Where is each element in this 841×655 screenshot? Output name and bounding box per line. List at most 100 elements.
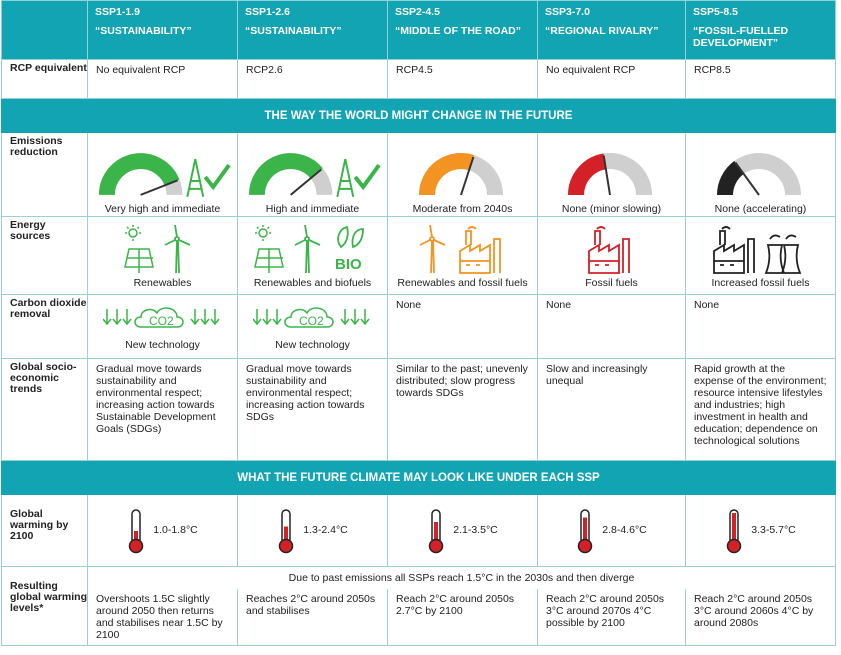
trends-row: Global socio-economic trends Gradual mov… (1, 358, 836, 461)
ssp-code: SSP5-8.5 (693, 6, 738, 18)
emissions-caption: None (accelerating) (714, 203, 807, 215)
energy-icons: BIO (238, 217, 387, 277)
ssp-code: SSP1-2.6 (245, 6, 290, 18)
ssp-name: “SUSTAINABILITY” (245, 25, 342, 37)
gauge-icon (88, 133, 237, 203)
energy-cell: Fossil fuels (537, 216, 686, 295)
thermometer-icon (427, 506, 445, 554)
emissions-cell: Very high and immediate (87, 132, 238, 217)
section-heading: WHAT THE FUTURE CLIMATE MAY LOOK LIKE UN… (1, 460, 836, 495)
cdr-cell: None (387, 294, 538, 359)
factory-icon (712, 226, 755, 274)
band-row-1: THE WAY THE WORLD MIGHT CHANGE IN THE FU… (1, 98, 836, 133)
resulting-row: Overshoots 1.5C slightly around 2050 the… (2, 588, 836, 646)
cdr-cell: CO2 New technology (87, 294, 238, 359)
col-header-0: SSP1-1.9 “SUSTAINABILITY” (87, 0, 238, 60)
cdr-caption: New technology (275, 339, 350, 351)
energy-cell: Increased fossil fuels (685, 216, 836, 295)
energy-caption: Renewables and biofuels (253, 277, 372, 289)
cdr-cell: None (685, 294, 836, 359)
trends-cell: Slow and increasingly unequal (537, 358, 686, 461)
row-label-rcp: RCP equivalent (1, 59, 88, 99)
gauge-icon (538, 133, 685, 203)
warming-cell: 2.1-3.5°C (387, 494, 538, 567)
emissions-caption: Moderate from 2040s (412, 203, 513, 215)
warming-cell: 2.8-4.6°C (537, 494, 686, 567)
trends-cell: Similar to the past; unevenly distribute… (387, 358, 538, 461)
energy-cell: BIO Renewables and biofuels (237, 216, 388, 295)
rcp-row: RCP equivalent No equivalent RCP RCP2.6 … (1, 59, 836, 99)
cdr-cell: None (537, 294, 686, 359)
warming-cell: 1.3-2.4°C (237, 494, 388, 567)
cdr-row: Carbon dioxide removal CO2 New technology… (1, 294, 836, 359)
ssp-code: SSP3-7.0 (545, 6, 590, 18)
gauge-icon (686, 133, 835, 203)
cdr-caption: New technology (125, 339, 200, 351)
rcp-cell: No equivalent RCP (537, 59, 686, 99)
sun-panel-icon (253, 225, 284, 273)
col-header-2: SSP2-4.5 “MIDDLE OF THE ROAD” (387, 0, 538, 60)
emissions-cell: High and immediate (237, 132, 388, 217)
warming-range: 1.3-2.4°C (303, 524, 348, 536)
warming-range: 2.8-4.6°C (602, 524, 647, 536)
resulting-cell: Reach 2°C around 2050s 3°C around 2070s … (537, 588, 686, 646)
resulting-cell: Reaches 2°C around 2050s and stabilises (237, 588, 388, 646)
cdr-cell: CO2 New technology (237, 294, 388, 359)
rcp-cell: RCP4.5 (387, 59, 538, 99)
col-header-3: SSP3-7.0 “REGIONAL RIVALRY” (537, 0, 686, 60)
row-label-emissions: Emissions reduction (1, 132, 88, 217)
row-label-cdr: Carbon dioxide removal (1, 294, 88, 359)
factory-icon (587, 226, 630, 274)
rcp-cell: No equivalent RCP (87, 59, 238, 99)
rcp-cell: RCP2.6 (237, 59, 388, 99)
resulting-note: Due to past emissions all SSPs reach 1.5… (87, 566, 836, 589)
energy-row: Energy sources Renewables BIO Renewables … (1, 216, 836, 295)
co2-capture-icon: CO2 (238, 295, 387, 339)
resulting-note-row: Resulting global warming levels* Due to … (1, 566, 836, 646)
ssp-table: SSP1-1.9 “SUSTAINABILITY” SSP1-2.6 “SUSTAI… (1, 0, 836, 646)
power-plant-icon (764, 234, 801, 274)
row-label-trends: Global socio-economic trends (1, 358, 88, 461)
resulting-cell: Reach 2°C around 2050s 2.7°C by 2100 (387, 588, 538, 646)
emissions-cell: Moderate from 2040s (387, 132, 538, 217)
emissions-cell: None (accelerating) (685, 132, 836, 217)
ssp-name: “MIDDLE OF THE ROAD” (395, 25, 521, 37)
warming-range: 3.3-5.7°C (751, 524, 796, 536)
ssp-name: “FOSSIL-FUELLED DEVELOPMENT” (693, 25, 789, 49)
energy-cell: Renewables and fossil fuels (387, 216, 538, 295)
ssp-code: SSP2-4.5 (395, 6, 440, 18)
warming-cell: 1.0-1.8°C (87, 494, 238, 567)
rcp-cell: RCP8.5 (685, 59, 836, 99)
warming-range: 2.1-3.5°C (453, 524, 498, 536)
emissions-caption: Very high and immediate (104, 203, 221, 215)
resulting-cell: Overshoots 1.5C slightly around 2050 the… (87, 588, 238, 646)
thermometer-icon (127, 506, 145, 554)
header-corner (1, 0, 88, 60)
co2-capture-icon: CO2 (88, 295, 237, 339)
header-row: SSP1-1.9 “SUSTAINABILITY” SSP1-2.6 “SUSTAI… (1, 0, 836, 60)
svg-text:CO2: CO2 (149, 314, 174, 328)
trends-cell: Gradual move towards sustainability and … (237, 358, 388, 461)
energy-caption: Increased fossil fuels (711, 277, 810, 289)
gauge-icon (388, 133, 537, 203)
emissions-caption: High and immediate (265, 203, 360, 215)
row-label-warming: Global warming by 2100 (1, 494, 88, 567)
energy-icons (388, 217, 537, 277)
warming-range: 1.0-1.8°C (153, 524, 198, 536)
col-header-4: SSP5-8.5 “FOSSIL-FUELLED DEVELOPMENT” (685, 0, 836, 60)
thermometer-icon (576, 506, 594, 554)
sun-panel-icon (123, 225, 154, 273)
ssp-name: “SUSTAINABILITY” (95, 25, 192, 37)
energy-cell: Renewables (87, 216, 238, 295)
wind-turbine-icon (419, 225, 445, 274)
warming-row: Global warming by 2100 1.0-1.8°C 1.3-2.4… (1, 494, 836, 567)
energy-icons (538, 217, 685, 277)
ssp-name: “REGIONAL RIVALRY” (545, 25, 659, 37)
band-row-2: WHAT THE FUTURE CLIMATE MAY LOOK LIKE UN… (1, 460, 836, 495)
row-label-resulting: Resulting global warming levels* (1, 566, 88, 646)
gauge-icon (238, 133, 387, 203)
energy-caption: Renewables and fossil fuels (397, 277, 528, 289)
energy-caption: Fossil fuels (585, 277, 638, 289)
warming-cell: 3.3-5.7°C (685, 494, 836, 567)
thermometer-icon (725, 506, 743, 554)
